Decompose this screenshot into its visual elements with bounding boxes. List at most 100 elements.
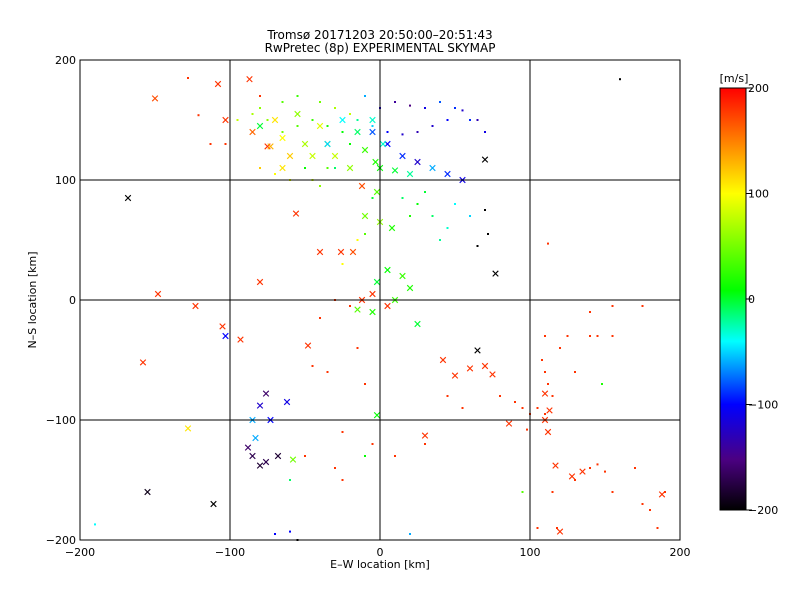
scatter-dot-marker — [611, 335, 614, 337]
scatter-dot-marker — [236, 119, 239, 121]
scatter-dot-marker — [439, 239, 441, 241]
scatter-dot-marker — [364, 383, 366, 385]
scatter-dot-marker — [589, 335, 591, 337]
scatter-cross-marker — [222, 116, 229, 124]
scatter-dot-marker — [521, 407, 524, 409]
scatter-cross-marker — [309, 152, 316, 160]
scatter-dot-marker — [574, 371, 576, 373]
scatter-dot-marker — [364, 455, 366, 457]
scatter-dot-marker — [641, 305, 644, 307]
scatter-dot-marker — [371, 443, 374, 445]
scatter-cross-marker — [391, 167, 399, 174]
colorbar-tick-label: 0 — [748, 293, 755, 306]
scatter-dot-marker — [461, 407, 464, 409]
scatter-cross-marker — [379, 140, 387, 148]
scatter-cross-marker — [552, 462, 559, 469]
scatter-dot-marker — [209, 143, 212, 145]
scatter-dot-marker — [334, 107, 336, 109]
scatter-cross-marker — [301, 140, 309, 148]
scatter-dot-marker — [326, 125, 329, 127]
scatter-dot-marker — [476, 245, 479, 247]
scatter-cross-marker — [429, 164, 436, 172]
scatter-dot-marker — [259, 95, 261, 97]
scatter-cross-marker — [658, 491, 666, 498]
scatter-dot-marker — [431, 215, 434, 217]
scatter-cross-marker — [421, 432, 429, 439]
scatter-dot-marker — [356, 239, 359, 241]
scatter-dot-marker — [304, 167, 306, 169]
scatter-dot-marker — [454, 203, 456, 205]
scatter-cross-marker — [219, 323, 226, 330]
scatter-dot-marker — [259, 167, 261, 169]
scatter-cross-marker — [139, 359, 147, 366]
scatter-cross-marker — [249, 128, 256, 136]
scatter-dot-marker — [446, 227, 449, 229]
scatter-dot-marker — [547, 242, 549, 245]
chart-title-line2: RwPretec (8p) EXPERIMENTAL SKYMAP — [265, 41, 496, 55]
scatter-cross-marker — [214, 80, 222, 88]
scatter-cross-marker — [354, 128, 361, 136]
scatter-dot-marker — [446, 395, 449, 397]
scatter-dot-marker — [94, 523, 96, 526]
scatter-cross-marker — [399, 272, 406, 280]
scatter-dot-marker — [394, 455, 396, 457]
scatter-cross-marker — [144, 488, 151, 496]
scatter-cross-marker — [192, 302, 199, 310]
scatter-dot-marker — [334, 167, 336, 169]
scatter-cross-marker — [369, 128, 376, 136]
scatter-dot-marker — [551, 395, 554, 397]
scatter-dot-marker — [349, 143, 351, 145]
scatter-dot-marker — [401, 197, 404, 199]
scatter-dot-marker — [356, 119, 359, 121]
scatter-cross-marker — [399, 152, 406, 160]
x-tick-label: 100 — [520, 546, 541, 559]
scatter-dot-marker — [547, 383, 549, 385]
scatter-dot-marker — [487, 233, 489, 235]
scatter-dot-marker — [424, 443, 426, 445]
scatter-cross-marker — [492, 270, 499, 277]
scatter-cross-marker — [444, 170, 451, 178]
scatter-dot-marker — [341, 479, 344, 481]
scatter-cross-marker — [388, 224, 396, 232]
scatter-cross-marker — [256, 278, 264, 286]
scatter-dot-marker — [311, 365, 314, 367]
scatter-cross-marker — [252, 434, 259, 442]
scatter-dot-marker — [589, 311, 591, 313]
scatter-dot-marker — [461, 109, 464, 112]
scatter-dot-marker — [544, 413, 546, 415]
y-axis-ticks: −200 −100 0 100 200 — [46, 54, 76, 547]
y-tick-label: −200 — [46, 534, 76, 547]
scatter-dot-marker — [274, 173, 276, 175]
scatter-dot-marker — [356, 347, 359, 349]
scatter-dot-marker — [544, 371, 546, 373]
scatter-cross-marker — [304, 342, 312, 349]
scatter-dot-marker — [611, 305, 614, 307]
scatter-cross-marker — [339, 116, 346, 124]
scatter-dot-marker — [416, 203, 419, 205]
scatter-dot-marker — [334, 467, 336, 469]
scatter-dot-marker — [656, 527, 659, 529]
scatter-cross-marker — [289, 456, 297, 463]
scatter-cross-marker — [256, 462, 264, 469]
scatter-cross-marker — [439, 356, 447, 364]
scatter-dot-marker — [319, 185, 321, 187]
scatter-cross-marker — [210, 500, 217, 508]
scatter-dot-marker — [664, 491, 666, 493]
scatter-cross-marker — [124, 194, 132, 202]
scatter-cross-marker — [256, 122, 264, 130]
scatter-cross-marker — [372, 158, 379, 166]
scatter-cross-marker — [369, 290, 376, 298]
x-axis-ticks: −200 −100 0 100 200 — [65, 546, 691, 559]
scatter-cross-marker — [505, 420, 513, 427]
scatter-cross-marker — [361, 212, 369, 220]
y-tick-label: 200 — [55, 54, 76, 67]
scatter-dot-marker — [424, 191, 426, 193]
scatter-cross-marker — [373, 412, 381, 419]
scatter-dot-marker — [341, 263, 344, 265]
scatter-cross-marker — [373, 278, 381, 286]
scatter-cross-marker — [292, 210, 300, 217]
scatter-cross-marker — [451, 372, 459, 379]
scatter-dot-marker — [251, 113, 254, 115]
scatter-cross-marker — [237, 336, 244, 343]
scatter-dot-marker — [289, 530, 291, 533]
